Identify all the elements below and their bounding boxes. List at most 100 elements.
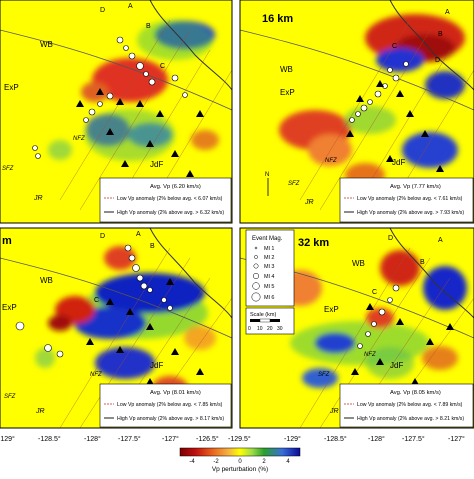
scale-title: Scale (km) [250, 312, 276, 318]
profile-label-A: A [445, 9, 450, 16]
mag-label: Ml 6 [264, 295, 274, 301]
colorbar-tick: 4 [286, 459, 290, 465]
region-label-WB: WB [280, 65, 293, 74]
scale-tick: 30 [277, 326, 283, 332]
legend-avg: Avg. Vp (8.01 km/s) [150, 390, 201, 396]
x-tick: -129° [0, 435, 15, 443]
region-label-WB: WB [40, 40, 53, 49]
x-axis-ticks: -129.5° -129° -128.5° -128° -127.5° -127… [228, 435, 465, 443]
x-tick: -127.5° [118, 435, 141, 443]
colorbar-tick: 0 [238, 459, 242, 465]
scale-bar: Scale (km) 0 10 20 30 [245, 307, 295, 335]
region-label-NFZ: NFZ [325, 158, 337, 164]
coastline [149, 0, 233, 91]
x-tick: -127.5° [402, 435, 425, 443]
x-tick: -127° [448, 435, 465, 443]
region-label-SFZ: SFZ [4, 394, 16, 400]
profile-label-C: C [392, 43, 397, 50]
colorbar-gradient [179, 447, 301, 457]
colorbar-tick: 2 [262, 459, 266, 465]
mag-label: Ml 3 [264, 264, 274, 270]
legend-avg: Avg. Vp (6.20 km/s) [150, 184, 201, 190]
map-panel-bottom-right: WB ExP JdF NFZ SFZ JR A B C D 32 km Even… [228, 227, 474, 443]
legend-low: Low Vp anomaly (2% below avg. < 7.85 km/… [117, 402, 223, 408]
legend-low: Low Vp anomaly (2% below avg. < 7.61 km/… [357, 196, 463, 202]
region-label-JdF: JdF [392, 158, 405, 167]
region-label-WB: WB [352, 259, 365, 268]
region-label-JdF: JdF [150, 160, 163, 169]
event-magnitude-legend: Event Mag. Ml 1 Ml 2 Ml 3 Ml 4 Ml 5 Ml 6 [245, 229, 295, 307]
profile-label-B: B [420, 259, 425, 266]
legend-box: Avg. Vp (7.77 km/s) Low Vp anomaly (2% b… [339, 177, 474, 223]
region-label-JR: JR [304, 199, 314, 206]
region-label-JdF: JdF [150, 361, 163, 370]
map-panel-bottom-left: WB ExP JdF NFZ SFZ JR A B C D m Avg. Vp … [0, 227, 233, 443]
legend-avg: Avg. Vp (7.77 km/s) [390, 184, 441, 190]
legend-avg: Avg. Vp (8.05 km/s) [390, 390, 441, 396]
legend-high: High Vp anomaly (2% above avg. > 7.93 km… [357, 210, 464, 216]
x-tick: -128° [84, 435, 101, 443]
colorbar-tick: -4 [189, 459, 195, 465]
map-panel-top-right: WB ExP JdF NFZ SFZ JR A B C D 16 km N Av… [239, 0, 474, 224]
x-tick: -127° [162, 435, 179, 443]
mag-label: Ml 1 [264, 246, 274, 252]
legend-box: Avg. Vp (8.05 km/s) Low Vp anomaly (2% b… [339, 383, 474, 428]
colorbar-label: Vp perturbation (%) [212, 466, 268, 473]
region-label-ExP: ExP [2, 303, 17, 312]
profile-label-A: A [128, 3, 133, 10]
profile-label-D: D [435, 57, 440, 64]
profile-label-C: C [94, 297, 99, 304]
legend-box: Avg. Vp (6.20 km/s) Low Vp anomaly (2% b… [99, 177, 232, 223]
region-label-ExP: ExP [280, 88, 295, 97]
svg-text:N: N [265, 172, 269, 178]
region-label-WB: WB [40, 276, 53, 285]
north-arrow: N [265, 172, 269, 196]
legend-high: High Vp anomaly (2% above avg. > 8.17 km… [117, 416, 224, 422]
depth-label: 16 km [262, 13, 293, 25]
region-label-SFZ: SFZ [2, 166, 14, 172]
profile-label-B: B [150, 243, 155, 250]
legend-low: Low Vp anomaly (2% below avg. < 7.89 km/… [357, 402, 463, 408]
legend-high: High Vp anomaly (2% above avg. > 6.32 km… [117, 210, 224, 216]
colorbar-ticks: -4 -2 0 2 4 [189, 459, 290, 465]
region-label-JdF: JdF [390, 361, 403, 370]
legend-low: Low Vp anomaly (2% below avg. < 6.07 km/… [117, 196, 223, 202]
scale-tick: 20 [267, 326, 273, 332]
mag-label: Ml 4 [264, 274, 274, 280]
region-label-NFZ: NFZ [90, 372, 102, 378]
event-mag-title: Event Mag. [252, 236, 283, 242]
depth-label: m [2, 235, 12, 247]
profile-label-D: D [100, 233, 105, 240]
x-tick: -128.5° [38, 435, 61, 443]
map-area [0, 0, 233, 224]
region-label-JR: JR [33, 195, 43, 202]
profile-label-B: B [146, 23, 151, 30]
profile-label-D: D [100, 7, 105, 14]
x-tick: -126.5° [196, 435, 219, 443]
region-label-SFZ: SFZ [318, 372, 330, 378]
scale-tick: 10 [257, 326, 263, 332]
x-tick: -129° [284, 435, 301, 443]
scale-tick: 0 [248, 326, 251, 332]
region-label-NFZ: NFZ [364, 352, 376, 358]
region-label-JR: JR [329, 408, 339, 415]
mag-label: Ml 5 [264, 284, 274, 290]
colorbar-tick: -2 [213, 459, 219, 465]
legend-high: High Vp anomaly (2% above avg. > 8.21 km… [357, 416, 464, 422]
colorbar: -4 -2 0 2 4 Vp perturbation (%) [179, 447, 301, 473]
legend-box: Avg. Vp (8.01 km/s) Low Vp anomaly (2% b… [99, 383, 232, 428]
profile-label-A: A [438, 237, 443, 244]
x-tick: -128.5° [324, 435, 347, 443]
x-tick: -128° [368, 435, 385, 443]
depth-label: 32 km [298, 237, 329, 249]
mag-label: Ml 2 [264, 255, 274, 261]
region-label-JR: JR [35, 408, 45, 415]
x-tick: -129.5° [228, 435, 251, 443]
region-label-SFZ: SFZ [288, 181, 300, 187]
profile-label-C: C [372, 289, 377, 296]
region-label-ExP: ExP [4, 83, 19, 92]
plate-boundary [0, 29, 233, 111]
region-label-NFZ: NFZ [73, 136, 85, 142]
x-axis-ticks: -129° -128.5° -128° -127.5° -127° -126.5… [0, 435, 219, 443]
region-label-ExP: ExP [324, 305, 339, 314]
